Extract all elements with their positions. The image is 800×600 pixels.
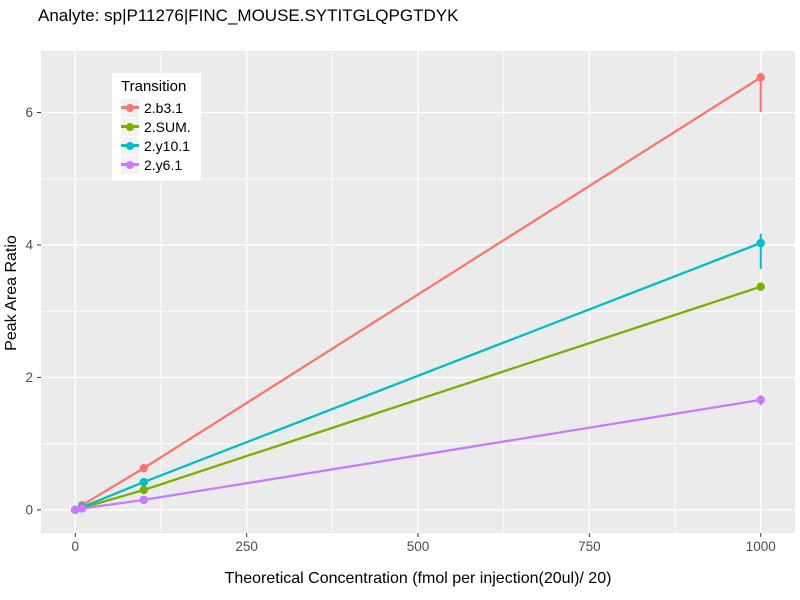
x-tick-label: 0 xyxy=(72,539,80,554)
legend-key-dot-icon xyxy=(126,103,134,112)
x-tick-label: 250 xyxy=(235,539,258,554)
data-point-2.y6.1 xyxy=(139,495,149,505)
data-point-2.SUM. xyxy=(139,485,149,495)
legend-item-2.b3.1: 2.b3.1 xyxy=(121,98,191,117)
chart-title: Analyte: sp|P11276|FINC_MOUSE.SYTITGLQPG… xyxy=(38,6,459,25)
y-axis-title: Peak Area Ratio xyxy=(3,235,20,351)
legend-key-dot-icon xyxy=(126,122,134,131)
legend-item-label: 2.SUM. xyxy=(144,118,191,135)
legend-key-dot-icon xyxy=(126,141,134,150)
y-tick-label: 0 xyxy=(25,502,33,517)
x-axis-title: Theoretical Concentration (fmol per inje… xyxy=(224,570,612,587)
legend-title: Transition xyxy=(121,78,187,95)
legend-item-label: 2.y10.1 xyxy=(144,137,190,154)
y-tick-label: 4 xyxy=(25,237,33,252)
data-point-2.y6.1 xyxy=(71,505,80,515)
legend-item-label: 2.y6.1 xyxy=(144,156,183,173)
legend-item-2.SUM.: 2.SUM. xyxy=(121,117,191,136)
data-point-2.y10.1 xyxy=(139,477,149,487)
legend-key-dot-icon xyxy=(126,160,134,169)
x-tick-label: 750 xyxy=(578,539,601,554)
data-point-2.y6.1 xyxy=(756,395,765,405)
legend-key-icon xyxy=(121,155,139,174)
legend-item-label: 2.b3.1 xyxy=(144,99,183,116)
legend-item-2.y6.1: 2.y6.1 xyxy=(121,155,191,174)
y-tick-label: 2 xyxy=(25,370,33,385)
legend-key-icon xyxy=(121,117,139,136)
legend: Transition 2.b3.1 2.SUM. 2.y10.1 2.y6.1 xyxy=(112,73,201,181)
data-point-2.y6.1 xyxy=(77,504,87,513)
y-tick-label: 6 xyxy=(25,105,33,120)
legend-item-2.y10.1: 2.y10.1 xyxy=(121,136,191,155)
data-point-2.b3.1 xyxy=(756,73,765,82)
data-point-2.SUM. xyxy=(756,282,765,291)
data-point-2.b3.1 xyxy=(139,463,149,473)
data-point-2.y10.1 xyxy=(756,238,765,248)
x-tick-label: 1000 xyxy=(746,539,776,554)
legend-key-icon xyxy=(121,136,139,155)
x-tick-label: 500 xyxy=(407,539,430,554)
legend-key-icon xyxy=(121,98,139,117)
